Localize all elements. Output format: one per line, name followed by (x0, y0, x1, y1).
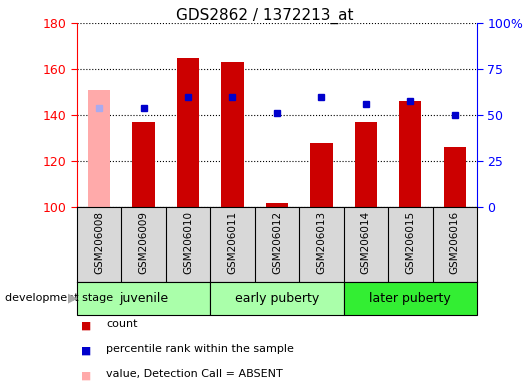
Bar (343, 282, 477, 315)
Bar (222, 62, 244, 207)
Text: GSM206015: GSM206015 (405, 211, 416, 274)
Text: GSM206011: GSM206011 (227, 211, 237, 274)
Text: value, Detection Call = ABSENT: value, Detection Call = ABSENT (106, 369, 282, 379)
Bar (132, 122, 155, 207)
Bar (444, 147, 466, 207)
Text: count: count (106, 319, 137, 329)
Text: development stage: development stage (5, 293, 113, 303)
Text: ▶: ▶ (68, 292, 77, 305)
Bar (88, 90, 110, 207)
Text: GSM206013: GSM206013 (316, 211, 326, 274)
Bar (77, 282, 210, 315)
Text: early puberty: early puberty (235, 292, 319, 305)
Text: percentile rank within the sample: percentile rank within the sample (106, 344, 294, 354)
Bar (399, 101, 421, 207)
Text: ■: ■ (82, 369, 91, 382)
Text: GSM206012: GSM206012 (272, 211, 282, 274)
Text: later puberty: later puberty (369, 292, 451, 305)
Text: ■: ■ (82, 344, 91, 358)
Text: GDS2862 / 1372213_at: GDS2862 / 1372213_at (176, 8, 354, 24)
Text: GSM206009: GSM206009 (138, 211, 148, 274)
Text: GSM206016: GSM206016 (450, 211, 460, 274)
Bar (266, 203, 288, 207)
Text: GSM206010: GSM206010 (183, 211, 193, 274)
Bar (310, 143, 332, 207)
Bar (355, 122, 377, 207)
Bar (210, 282, 343, 315)
Text: GSM206008: GSM206008 (94, 211, 104, 274)
Text: juvenile: juvenile (119, 292, 168, 305)
Text: ■: ■ (82, 319, 91, 333)
Bar (177, 58, 199, 207)
Text: GSM206014: GSM206014 (361, 211, 371, 274)
